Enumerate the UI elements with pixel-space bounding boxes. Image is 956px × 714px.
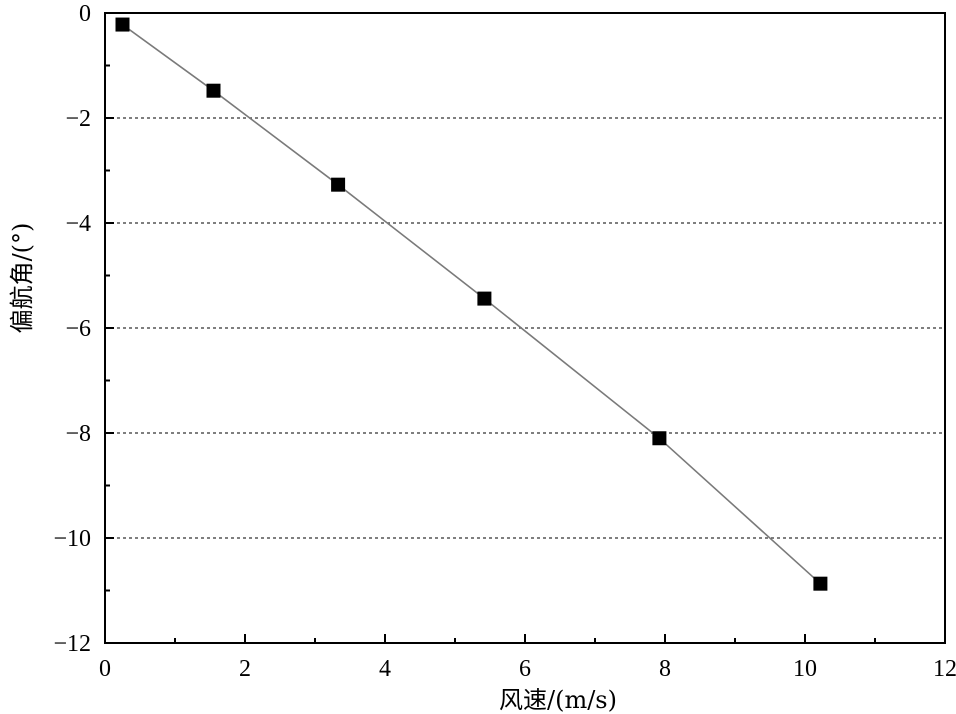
grid-lines <box>105 117 945 539</box>
x-tick-label: 12 <box>933 656 956 682</box>
axis-ticks <box>104 12 946 644</box>
y-tick-label: −4 <box>65 211 91 237</box>
data-points <box>115 17 828 591</box>
x-tick-label: 0 <box>99 656 111 682</box>
x-tick-label: 2 <box>239 656 251 682</box>
tick-labels: 0 2 4 6 8 10 12 0 −2 −4 −6 −8 −10 −12 <box>53 1 956 682</box>
data-point <box>652 431 667 446</box>
data-point <box>115 17 130 32</box>
x-tick-label: 10 <box>793 656 817 682</box>
y-axis-title: 偏航角/(°) <box>8 223 36 334</box>
data-point <box>477 291 492 306</box>
y-tick-label: −10 <box>53 526 91 552</box>
data-point <box>331 177 346 192</box>
data-point <box>206 83 221 98</box>
x-tick-label: 8 <box>659 656 671 682</box>
y-tick-label: −12 <box>53 631 91 657</box>
x-axis-title: 风速/(m/s) <box>499 686 617 714</box>
x-tick-label: 6 <box>519 656 531 682</box>
y-tick-label: −8 <box>65 421 91 447</box>
data-point <box>813 576 828 591</box>
series-line <box>122 23 821 585</box>
y-tick-label: 0 <box>79 1 91 27</box>
series-line-layer <box>122 23 821 585</box>
y-tick-label: −2 <box>65 106 91 132</box>
y-tick-label: −6 <box>65 316 91 342</box>
x-tick-label: 4 <box>379 656 391 682</box>
